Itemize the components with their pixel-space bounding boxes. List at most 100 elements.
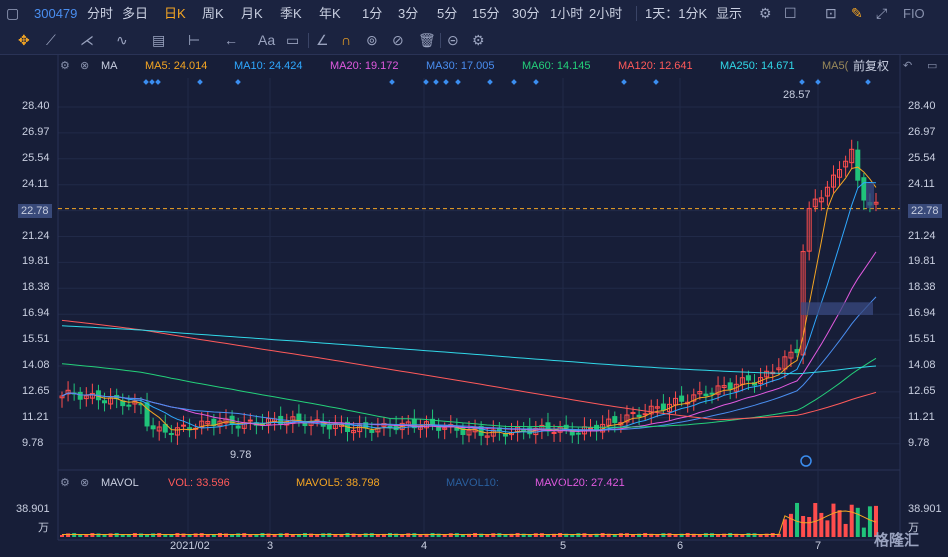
period-monthly[interactable]: 月K bbox=[241, 6, 263, 21]
gear-icon[interactable]: ⚙ bbox=[759, 5, 772, 21]
price-tick-left: 19.81 bbox=[22, 255, 50, 268]
candle-body bbox=[296, 413, 302, 422]
period-1hour[interactable]: 1小时 bbox=[550, 6, 584, 21]
volume-bar bbox=[594, 533, 599, 537]
volume-bar bbox=[357, 534, 362, 537]
volume-bar bbox=[418, 534, 423, 537]
trash-icon[interactable]: 🗑 bbox=[418, 32, 436, 48]
volume-bar bbox=[661, 533, 666, 537]
ma-label[interactable]: MA bbox=[101, 60, 118, 72]
pencil-icon[interactable]: ✎ bbox=[851, 5, 863, 21]
period-2hour[interactable]: 2小时 bbox=[589, 6, 623, 21]
candle-body bbox=[733, 383, 739, 392]
period-selector[interactable]: 1天：1分K bbox=[645, 6, 708, 21]
ma120-line bbox=[61, 319, 877, 421]
collapse-icon[interactable]: ▭ bbox=[927, 60, 938, 72]
wave-tool-icon[interactable]: ∿ bbox=[116, 32, 128, 48]
mavol-label[interactable]: MAVOL bbox=[101, 477, 139, 489]
volume-bar bbox=[752, 533, 757, 537]
candle-body bbox=[849, 148, 855, 164]
fib-tool-icon[interactable]: ▤ bbox=[152, 32, 166, 48]
period-fenshi[interactable]: 分时 bbox=[87, 6, 114, 21]
ma-settings-icon[interactable]: ⚙ bbox=[60, 60, 70, 72]
magnet-icon[interactable]: ∩ bbox=[341, 32, 352, 48]
volume-bar bbox=[564, 533, 569, 537]
volume-bar bbox=[831, 503, 836, 537]
text-tool-icon[interactable]: Aa bbox=[258, 32, 276, 48]
period-1min[interactable]: 1分 bbox=[362, 6, 383, 21]
period-duori[interactable]: 多日 bbox=[122, 6, 149, 21]
mavol10-value: MAVOL10: bbox=[446, 477, 499, 489]
stock-code[interactable]: 300479 bbox=[34, 6, 78, 21]
period-15min[interactable]: 15分 bbox=[472, 6, 500, 21]
volume-bar bbox=[521, 533, 526, 537]
volume-bar bbox=[673, 534, 678, 537]
volume-bar bbox=[782, 519, 787, 537]
period-30min[interactable]: 30分 bbox=[512, 6, 540, 21]
volume-bar bbox=[114, 533, 119, 537]
panel-icon[interactable]: ▢ bbox=[6, 5, 20, 21]
candle-body bbox=[666, 403, 672, 413]
arrow-tool-icon[interactable]: ← bbox=[224, 32, 238, 48]
undo-icon[interactable]: ↶ bbox=[903, 60, 913, 72]
period-5min[interactable]: 5分 bbox=[437, 6, 458, 21]
candle-body bbox=[830, 174, 836, 188]
candle-body bbox=[654, 406, 660, 409]
price-tick-left: 26.97 bbox=[22, 125, 50, 138]
candle-body bbox=[630, 412, 636, 415]
line-tool-icon[interactable]: ⟋ bbox=[46, 32, 56, 48]
event-marker bbox=[155, 79, 161, 85]
period-daily[interactable]: 日K bbox=[164, 6, 186, 21]
ma-close-icon[interactable]: ⊗ bbox=[80, 60, 90, 72]
volume-bar bbox=[454, 533, 459, 537]
comment-tool-icon[interactable]: ▭ bbox=[286, 32, 300, 48]
vol-close-icon[interactable]: ⊗ bbox=[80, 477, 90, 489]
vol-settings-icon[interactable]: ⚙ bbox=[60, 477, 70, 489]
volume-bar bbox=[169, 534, 174, 537]
event-marker bbox=[653, 79, 659, 85]
volume-bar bbox=[539, 533, 544, 537]
display-menu[interactable]: 显示 bbox=[716, 6, 743, 21]
settings-icon[interactable]: ⚙ bbox=[472, 32, 485, 48]
camera-icon[interactable]: ⊡ bbox=[825, 5, 837, 21]
candle-body bbox=[709, 392, 715, 395]
volume-bar bbox=[758, 534, 763, 537]
volume-bar bbox=[199, 533, 204, 537]
crosshair-icon[interactable]: ✥ bbox=[18, 32, 30, 48]
fullscreen-icon[interactable]: ⤢ bbox=[876, 5, 888, 21]
price-tick-left: 25.54 bbox=[22, 151, 50, 164]
volume-bar bbox=[576, 533, 581, 537]
period-quarterly[interactable]: 季K bbox=[280, 6, 302, 21]
lock-icon[interactable]: ⊚ bbox=[366, 32, 378, 48]
volume-bar bbox=[467, 533, 471, 537]
ruler-icon[interactable]: ∠ bbox=[316, 32, 329, 48]
volume-bar bbox=[211, 534, 216, 537]
price-tick-left: 9.78 bbox=[22, 436, 44, 449]
volume-bar bbox=[163, 534, 168, 537]
volume-bar bbox=[734, 533, 739, 537]
measure-tool-icon[interactable]: ⊢ bbox=[188, 32, 201, 48]
link-icon[interactable]: ⊝ bbox=[447, 32, 459, 48]
candle-body bbox=[764, 370, 770, 378]
price-tick-left: 16.94 bbox=[22, 307, 50, 320]
period-weekly[interactable]: 周K bbox=[202, 6, 224, 21]
volume-bar bbox=[351, 533, 356, 537]
candle-body bbox=[490, 429, 496, 437]
volume-bar bbox=[819, 512, 824, 537]
checkbox-icon[interactable]: ☐ bbox=[784, 5, 797, 21]
hide-icon[interactable]: ⊘ bbox=[392, 32, 404, 48]
channel-tool-icon[interactable]: ⋌ bbox=[80, 32, 94, 48]
candle-body bbox=[818, 197, 824, 203]
volume-bar bbox=[151, 533, 156, 537]
period-3min[interactable]: 3分 bbox=[398, 6, 419, 21]
ma60-line bbox=[61, 357, 877, 428]
candle-body bbox=[527, 427, 533, 435]
vol-axis-right: 38.901 bbox=[908, 503, 942, 515]
volume-bar bbox=[874, 505, 878, 537]
fq-selector[interactable]: 前复权 bbox=[853, 59, 890, 73]
period-yearly[interactable]: 年K bbox=[319, 6, 341, 21]
volume-bar bbox=[740, 534, 745, 537]
volume-bar bbox=[716, 534, 721, 537]
volume-bar bbox=[205, 534, 210, 537]
